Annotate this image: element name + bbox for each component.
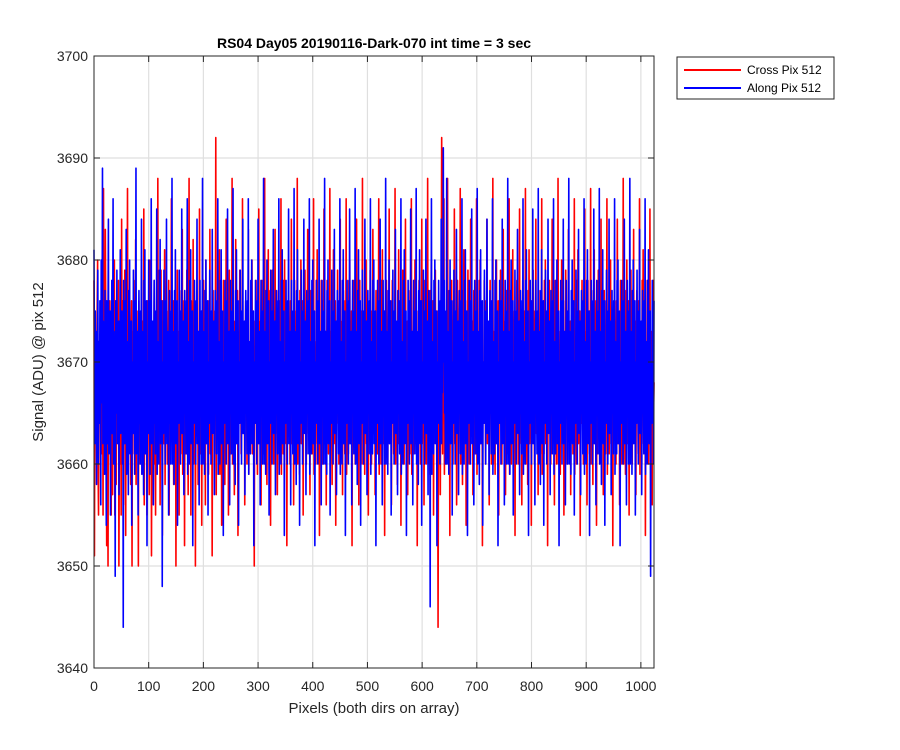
- y-tick-label-2: 3660: [57, 456, 88, 472]
- y-tick-label-6: 3700: [57, 48, 88, 64]
- x-tick-label-2: 200: [192, 678, 216, 694]
- x-tick-label-0: 0: [90, 678, 98, 694]
- y-tick-label-5: 3690: [57, 150, 88, 166]
- chart-title: RS04 Day05 20190116-Dark-070 int time = …: [217, 35, 531, 51]
- legend-label-cross: Cross Pix 512: [747, 63, 822, 77]
- legend: Cross Pix 512 Along Pix 512: [676, 56, 835, 100]
- y-axis-title: Signal (ADU) @ pix 512: [30, 282, 47, 441]
- legend-label-along: Along Pix 512: [747, 81, 821, 95]
- series-line-along: [93, 147, 655, 628]
- x-tick-label-9: 900: [575, 678, 599, 694]
- x-tick-label-7: 700: [465, 678, 489, 694]
- x-tick-label-8: 800: [520, 678, 544, 694]
- x-tick-label-4: 400: [301, 678, 325, 694]
- x-tick-label-5: 500: [356, 678, 380, 694]
- y-tick-label-1: 3650: [57, 558, 88, 574]
- x-tick-label-6: 600: [410, 678, 434, 694]
- x-tick-label-10: 1000: [625, 678, 656, 694]
- legend-box: [676, 56, 835, 100]
- x-tick-label-3: 300: [246, 678, 270, 694]
- x-axis-title: Pixels (both dirs on array): [289, 700, 460, 717]
- y-tick-label-3: 3670: [57, 354, 88, 370]
- series-layer: [93, 136, 655, 628]
- y-tick-label-4: 3680: [57, 252, 88, 268]
- y-tick-label-0: 3640: [57, 660, 88, 676]
- x-tick-label-1: 100: [137, 678, 161, 694]
- axis-ticks: 0 100 200 300 400 500 600 700 800 900 1000 3640 3650…: [57, 48, 657, 694]
